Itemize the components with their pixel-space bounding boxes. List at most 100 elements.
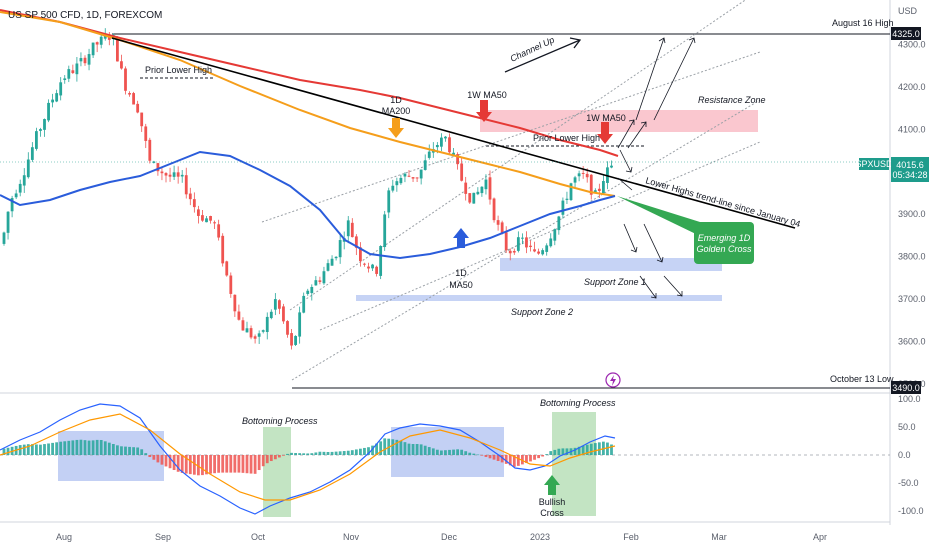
price-tick-label: 3900.0 [898,209,926,219]
histogram-bar [435,449,439,455]
macd-tick-label: -100.0 [898,506,924,516]
candle-body [55,93,59,102]
golden-cross-label-2: Golden Cross [696,244,752,254]
histogram-bar [350,450,354,455]
time-tick-label: 2023 [530,532,550,542]
histogram-bar [257,455,261,471]
lightning-icon [610,375,616,386]
w-ma50-arrow-1 [476,100,492,122]
candle-body [164,173,168,176]
candle-body [427,151,431,158]
time-tick-label: Aug [56,532,72,542]
candle-body [387,190,391,213]
histogram-bar [217,455,221,473]
time-tick-label: Mar [711,532,727,542]
histogram-bar [302,453,306,455]
candle-body [496,220,500,225]
candle-body [359,247,362,262]
histogram-bar [245,455,249,474]
candle-body [67,69,71,79]
histogram-bar [241,455,245,473]
candle-body [545,245,549,252]
candle-body [140,112,144,127]
candle-body [87,54,91,65]
candle-body [51,99,54,103]
histogram-bar [22,444,26,455]
histogram-bar [116,445,119,455]
histogram-bar [160,455,164,465]
candle-body [265,316,269,333]
histogram-bar [51,442,54,455]
october-low-tag-text: 3490.0 [892,383,920,393]
histogram-bar [120,446,123,455]
weekly-ma50-line[interactable] [0,9,619,157]
histogram-bar [330,451,334,455]
candle-body [156,163,160,172]
candle-body [553,229,557,241]
histogram-bar [371,445,374,455]
candle-body [411,177,415,179]
candle-body [326,263,330,271]
histogram-bar [103,441,107,455]
chart-title: US SP 500 CFD, 1D, FOREXCOM [8,10,162,21]
candle-body [217,224,221,238]
histogram-bar [261,455,265,467]
histogram-bar [294,453,297,455]
histogram-bar [35,444,38,455]
histogram-bar [346,450,350,455]
candle-body [298,312,302,337]
candle-body [148,139,152,161]
lower-highs-trendline[interactable] [111,37,796,229]
candle-body [415,177,419,179]
candle-body [120,61,123,69]
histogram-bar [549,451,553,455]
bottoming-label-1: Bottoming Process [242,416,318,426]
candle-body [237,311,241,320]
macd-axis[interactable]: 100.0 50.0 0.0 -50.0 -100.0 [898,394,924,516]
macd-tick-label: 50.0 [898,422,916,432]
resistance-zone [480,110,758,132]
histogram-bar [278,455,281,458]
candle-body [71,70,75,74]
d-ma200-label-1: 1D [390,95,402,105]
time-tick-label: Apr [813,532,827,542]
histogram-bar [529,455,532,462]
price-tick-label: 3800.0 [898,252,926,262]
candle-body [508,250,512,254]
candle-body [440,137,443,147]
histogram-bar [205,455,208,475]
histogram-bar [379,441,383,455]
histogram-bar [47,443,50,455]
histogram-bar [111,444,115,455]
candle-body [43,119,46,130]
daily-ma50-line[interactable] [0,150,616,260]
histogram-bar [375,443,378,455]
histogram-bar [573,447,577,455]
candle-body [399,177,403,184]
histogram-bar [516,455,520,466]
august-high-tag [891,27,921,40]
histogram-bar [512,455,516,467]
candle-body [282,306,285,322]
histogram-bar [197,455,200,476]
candle-body [488,177,492,200]
candle-body [375,266,378,274]
candle-body [512,250,516,253]
golden-cross-pointer [617,196,700,236]
time-tick-label: Feb [623,532,639,542]
d-ma50-label-2: MA50 [449,280,473,290]
price-axis[interactable]: 4300.04200.04100.04000.03900.03800.03700… [898,40,926,389]
candle-body [132,93,135,105]
histogram-bar [75,439,79,455]
time-axis[interactable]: Aug Sep Oct Nov Dec 2023 Feb Mar Apr [56,532,827,542]
histogram-bar [492,455,496,460]
histogram-bar [581,445,585,455]
candle-body [476,191,480,195]
histogram-bar [91,440,95,455]
histogram-bar [423,445,427,455]
candle-body [504,232,508,251]
candle-body [354,236,358,248]
histogram-bar [415,444,419,455]
candle-body [452,152,455,155]
